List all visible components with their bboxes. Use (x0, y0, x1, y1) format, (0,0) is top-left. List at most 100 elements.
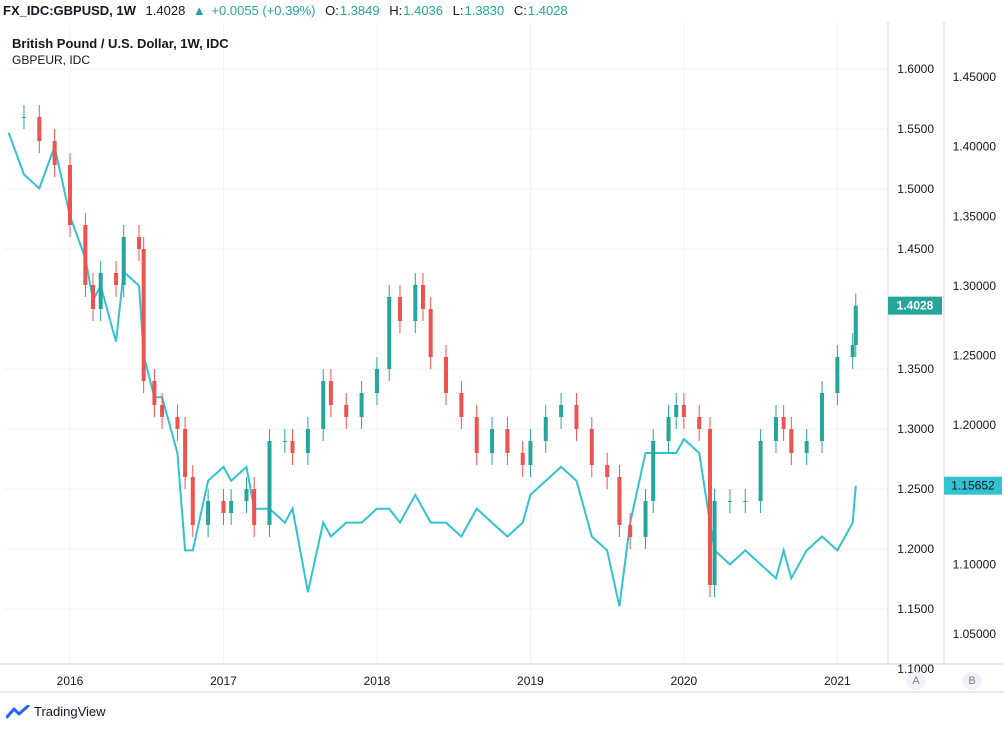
candle-body (543, 417, 548, 441)
candle-body (305, 429, 310, 453)
candle-body (290, 441, 295, 453)
candle-body (697, 417, 702, 429)
candle-body (853, 305, 858, 345)
right-scale-tick: 1.10000 (953, 557, 997, 571)
candle-body (643, 501, 648, 537)
time-axis-tick: 2017 (210, 674, 237, 688)
candle-body (804, 441, 809, 453)
tradingview-branding[interactable]: TradingView (6, 704, 106, 719)
candle-body (727, 501, 732, 502)
candle-body (559, 405, 564, 417)
high-label: H: (389, 3, 403, 18)
chart-legend-subtitle[interactable]: GBPEUR, IDC (12, 53, 91, 67)
candle-body (574, 405, 579, 429)
left-scale-tick: 1.3000 (897, 422, 934, 436)
candle-body (490, 429, 495, 453)
right-scale-tick: 1.30000 (953, 279, 997, 293)
candle-body (459, 393, 464, 417)
right-scale-tick: 1.20000 (953, 418, 997, 432)
candle-body (474, 417, 479, 453)
last-gbpeur-label-bg (944, 476, 1002, 495)
left-scale-tick: 1.2000 (897, 542, 934, 556)
candle-body (589, 429, 594, 465)
candle-body (397, 297, 402, 321)
time-axis-tick: 2018 (364, 674, 391, 688)
candle-body (681, 405, 686, 417)
candle-body (206, 501, 211, 525)
left-scale-tick: 1.3500 (897, 362, 934, 376)
scale-a-button[interactable]: A (906, 672, 926, 690)
scale-b-button[interactable]: B (962, 672, 982, 690)
left-scale-tick: 1.6000 (897, 62, 934, 76)
candle-body (651, 441, 656, 501)
time-axis-tick: 2016 (57, 674, 84, 688)
candle-body (137, 237, 142, 249)
left-scale-tick: 1.1000 (897, 662, 934, 676)
candle-body (160, 405, 165, 417)
last-price-label-bg (888, 296, 942, 315)
candle-body (820, 393, 825, 441)
candle-body (67, 165, 72, 225)
time-axis-tick: 2019 (517, 674, 544, 688)
tradingview-logo-icon (6, 704, 30, 718)
candle-body (98, 273, 103, 309)
low-label: L: (452, 3, 464, 18)
high-value: 1.4036 (403, 3, 444, 18)
right-scale-tick: 1.45000 (953, 70, 997, 84)
candle-body (505, 429, 510, 453)
symbol-name[interactable]: FX_IDC:GBPUSD, 1W (3, 3, 136, 18)
candle-body (374, 369, 379, 393)
candle-body (141, 249, 146, 381)
candle-body (628, 525, 633, 537)
candle-body (267, 441, 272, 525)
candle-body (359, 393, 364, 417)
candle-body (413, 285, 418, 321)
right-scale-tick: 1.40000 (953, 140, 997, 154)
candle-body (617, 477, 622, 525)
candle-body (190, 477, 195, 525)
candle-body (712, 501, 717, 585)
brand-name: TradingView (34, 704, 106, 719)
candle-body (21, 117, 26, 118)
symbol-header: FX_IDC:GBPUSD, 1W 1.4028 ▲ +0.0055 (+0.3… (0, 0, 1004, 22)
price-change: +0.0055 (+0.39%) (211, 3, 316, 18)
close-value: 1.4028 (527, 3, 568, 18)
candle-body (428, 309, 433, 357)
candle-body (252, 489, 257, 525)
candle-body (152, 381, 157, 405)
candle-body (420, 285, 425, 309)
last-price: 1.4028 (145, 3, 186, 18)
candle-body (183, 429, 188, 477)
change-arrow-icon: ▲ (192, 3, 206, 18)
candle-body (666, 417, 671, 441)
candle-body (91, 285, 96, 309)
right-scale-tick: 1.25000 (953, 349, 997, 363)
candle-body (707, 429, 712, 585)
candle-body (528, 441, 533, 465)
candle-body (175, 417, 180, 429)
right-scale-tick: 1.05000 (953, 627, 997, 641)
candle-body (773, 417, 778, 441)
time-axis-tick: 2021 (824, 674, 851, 688)
candle-body (789, 429, 794, 453)
candle-body (121, 237, 126, 285)
candle-body (520, 453, 525, 465)
candle-body (321, 381, 326, 429)
chart-legend-title[interactable]: British Pound / U.S. Dollar, 1W, IDC (12, 36, 229, 51)
candle-body (37, 117, 42, 141)
left-scale-tick: 1.4500 (897, 242, 934, 256)
candle-body (229, 501, 234, 513)
candle-body (605, 465, 610, 477)
left-scale-tick: 1.5500 (897, 122, 934, 136)
last-price-label: 1.4028 (897, 299, 934, 313)
left-scale-tick: 1.5000 (897, 182, 934, 196)
left-scale-tick: 1.1500 (897, 602, 934, 616)
open-value: 1.3849 (339, 3, 380, 18)
candle-body (221, 501, 226, 513)
candle-body (387, 297, 392, 369)
close-label: C: (513, 3, 527, 18)
right-scale-tick: 1.35000 (953, 209, 997, 223)
time-axis-tick: 2020 (671, 674, 698, 688)
candle-body (114, 273, 119, 285)
